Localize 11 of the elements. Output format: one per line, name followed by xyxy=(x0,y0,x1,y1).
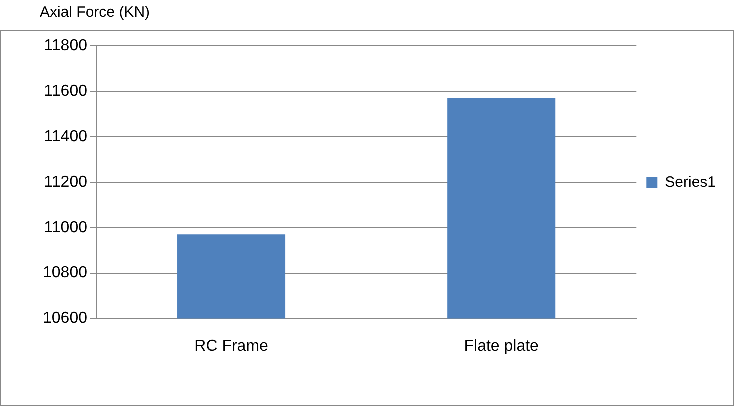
y-tick-label: 11800 xyxy=(44,37,88,54)
y-tick-label: 11400 xyxy=(44,128,88,146)
y-tick-label: 11200 xyxy=(44,174,88,191)
x-tick-label: Flate plate xyxy=(464,338,540,355)
chart-title: Axial Force (KN) xyxy=(40,4,150,22)
y-tick-label: 11000 xyxy=(44,219,88,236)
y-tick-label: 10600 xyxy=(42,310,88,328)
y-tick-label: 10800 xyxy=(42,264,88,282)
legend-label: Series1 xyxy=(665,174,716,192)
y-tick-label: 11600 xyxy=(44,82,88,100)
x-tick-label: RC Frame xyxy=(194,338,269,355)
